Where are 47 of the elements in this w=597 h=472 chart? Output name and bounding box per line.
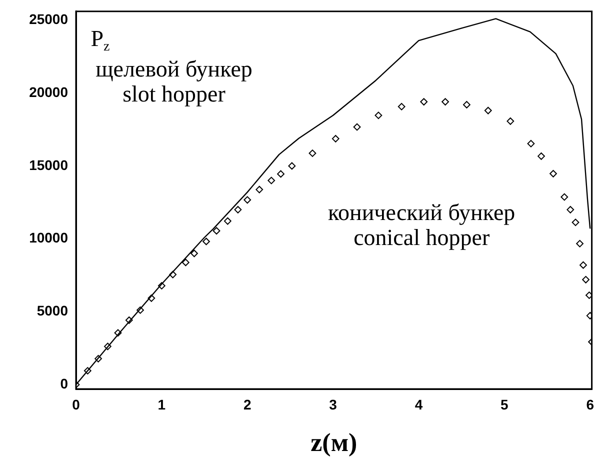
point — [442, 98, 449, 106]
point — [463, 101, 470, 108]
x-tick-label: 0 — [72, 396, 80, 412]
x-tick-label: 3 — [329, 396, 338, 412]
point — [420, 98, 428, 106]
x-tick-label: 4 — [414, 396, 423, 412]
point — [580, 261, 587, 269]
y-tick-label: 0 — [60, 375, 68, 392]
point — [234, 206, 242, 214]
text: щелевой бункер slot hopper — [96, 56, 252, 107]
point — [572, 218, 580, 226]
point — [202, 238, 210, 246]
y-tick-label: 25000 — [29, 11, 68, 28]
y-tick-label: 15000 — [29, 156, 68, 173]
point — [308, 150, 316, 157]
y-tick-label: 5000 — [36, 302, 68, 319]
point — [190, 250, 198, 258]
point — [374, 112, 382, 120]
x-tick-label: 2 — [243, 396, 252, 412]
x-tick-label: 5 — [500, 396, 509, 412]
point — [582, 276, 590, 284]
y-tick-label: 20000 — [29, 84, 68, 100]
point — [550, 170, 557, 178]
point — [576, 240, 584, 248]
x-tick-label: 6 — [586, 396, 594, 412]
point — [398, 102, 406, 110]
point — [506, 117, 514, 125]
x-tick-label: 1 — [158, 396, 166, 412]
point — [332, 134, 340, 142]
x-axis-title: z(м) — [310, 428, 358, 458]
point — [244, 196, 252, 204]
point — [256, 186, 264, 194]
y-tick-label: 10000 — [29, 230, 68, 246]
point — [353, 123, 361, 131]
point — [277, 170, 284, 178]
point — [182, 258, 190, 266]
point — [527, 140, 535, 148]
point — [268, 176, 276, 184]
point — [288, 162, 296, 170]
point — [560, 193, 568, 201]
point — [538, 152, 545, 160]
point — [224, 217, 232, 225]
point — [586, 292, 592, 299]
point — [566, 206, 574, 214]
point — [212, 227, 220, 235]
series-label: конический бункер conical hopper — [328, 200, 516, 250]
point — [484, 106, 492, 114]
